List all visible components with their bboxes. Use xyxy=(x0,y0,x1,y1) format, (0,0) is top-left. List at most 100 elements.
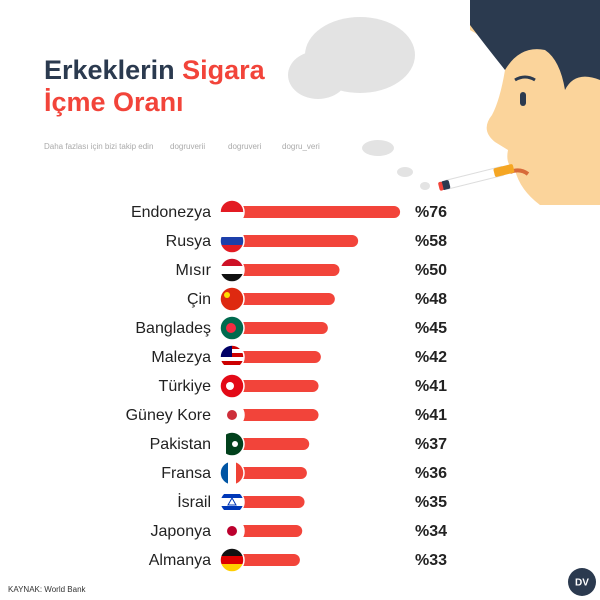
bar xyxy=(223,351,321,363)
category-label: Türkiye xyxy=(159,378,212,395)
flag-part xyxy=(220,237,244,246)
value-label: %35 xyxy=(415,494,447,511)
category-label: İsrail xyxy=(177,492,211,511)
flag-part xyxy=(227,410,237,420)
category-label: Malezya xyxy=(151,349,211,366)
flag xyxy=(220,345,244,369)
man-illustration xyxy=(438,0,600,205)
value-label: %41 xyxy=(415,407,447,424)
flag-part xyxy=(220,274,244,282)
logo: DV xyxy=(575,578,589,589)
flag-part xyxy=(220,498,244,503)
flag-part xyxy=(220,229,244,238)
smoke xyxy=(288,17,430,190)
value-label: %76 xyxy=(415,204,447,221)
category-label: Japonya xyxy=(151,523,212,540)
bar xyxy=(223,235,359,247)
flag-part xyxy=(220,361,244,366)
value-label: %48 xyxy=(415,291,447,308)
flag-border xyxy=(219,518,245,544)
category-label: Fransa xyxy=(161,465,211,482)
flag-border xyxy=(219,315,245,341)
source: KAYNAK: World Bank xyxy=(8,585,87,594)
flag-part xyxy=(224,292,230,298)
flag-border xyxy=(219,489,245,515)
category-label: Mısır xyxy=(175,262,211,279)
flag-part xyxy=(220,245,244,253)
flag-part xyxy=(220,266,244,275)
value-label: %45 xyxy=(415,320,447,337)
value-label: %41 xyxy=(415,378,447,395)
flag-part xyxy=(220,556,244,565)
flag-part xyxy=(220,564,244,572)
flag-part xyxy=(220,494,244,499)
flag-part xyxy=(220,212,244,224)
category-label: Güney Kore xyxy=(126,407,211,424)
flag-part xyxy=(220,365,244,369)
category-label: Pakistan xyxy=(150,436,211,453)
flag xyxy=(220,258,244,282)
flag-part xyxy=(220,490,244,495)
flag-part xyxy=(226,382,234,390)
flag xyxy=(220,432,244,456)
bar xyxy=(223,322,328,334)
flag xyxy=(220,461,244,485)
value-label: %58 xyxy=(415,233,447,250)
flag-part xyxy=(238,432,244,456)
chart-title: Erkeklerin Sigara xyxy=(44,55,266,85)
flag-part xyxy=(220,548,244,557)
bar xyxy=(223,206,401,218)
flag-border xyxy=(219,228,245,254)
social-handle: dogruveri xyxy=(228,142,262,151)
flag xyxy=(220,490,244,514)
flag-part xyxy=(226,323,236,333)
flag-border xyxy=(219,431,245,457)
bar xyxy=(223,264,340,276)
flag xyxy=(220,229,244,253)
bar xyxy=(223,293,335,305)
flag-part xyxy=(220,357,244,362)
flag-part xyxy=(226,432,233,456)
flag-part xyxy=(227,496,237,506)
bar xyxy=(223,438,310,450)
flag-border xyxy=(219,547,245,573)
bar xyxy=(223,409,319,421)
flag-border xyxy=(219,402,245,428)
category-label: Almanya xyxy=(149,552,211,569)
flag-border xyxy=(219,286,245,312)
value-label: %37 xyxy=(415,436,447,453)
category-label: Rusya xyxy=(166,233,211,250)
flag-part xyxy=(232,441,238,447)
flag-part xyxy=(220,510,244,514)
social-handle: dogruverii xyxy=(170,142,205,151)
flag-border xyxy=(219,199,245,225)
value-label: %42 xyxy=(415,349,447,366)
flag-part xyxy=(227,526,237,536)
flag-part xyxy=(220,502,244,507)
category-label: Bangladeş xyxy=(135,320,211,337)
flag-border xyxy=(219,257,245,283)
flag-part xyxy=(220,258,244,267)
bar xyxy=(223,380,319,392)
logo-badge xyxy=(568,568,596,596)
category-label: Çin xyxy=(187,291,211,308)
flag-part xyxy=(220,432,227,456)
category-label: Endonezya xyxy=(131,204,211,221)
flag-border xyxy=(219,373,245,399)
flag-part xyxy=(236,461,244,485)
flag-part xyxy=(220,506,244,511)
value-label: %33 xyxy=(415,552,447,569)
subtitle: Daha fazlası için bizi takip edin xyxy=(44,142,153,151)
flag-border xyxy=(219,344,245,370)
flag-part xyxy=(220,200,244,213)
social-handle: dogru_veri xyxy=(282,142,320,151)
flag-part xyxy=(228,461,237,485)
flag-border xyxy=(219,460,245,486)
flag xyxy=(220,200,244,224)
flag-part xyxy=(220,461,229,485)
value-label: %50 xyxy=(415,262,447,279)
value-label: %36 xyxy=(415,465,447,482)
value-label: %34 xyxy=(415,523,447,540)
chart-title-line2: İçme Oranı xyxy=(44,87,184,117)
